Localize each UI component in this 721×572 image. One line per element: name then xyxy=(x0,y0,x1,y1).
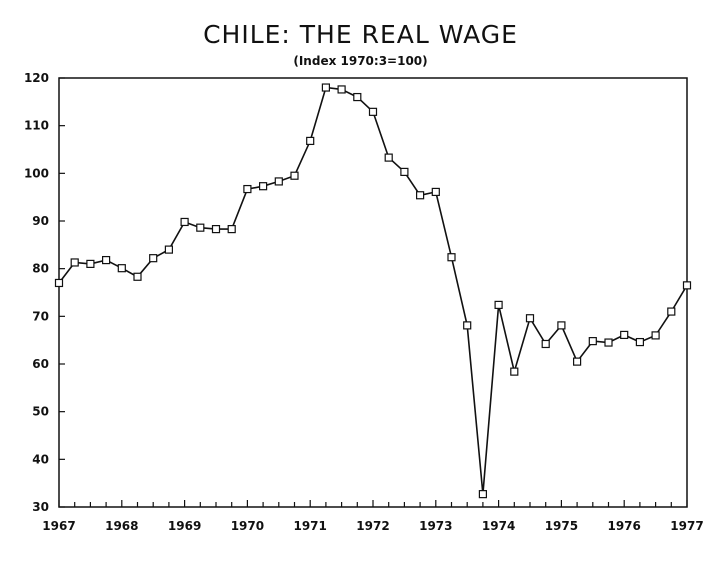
y-tick-label: 60 xyxy=(32,357,49,371)
data-point-marker xyxy=(620,330,629,340)
x-tick-label: 1967 xyxy=(42,519,75,533)
data-point-marker xyxy=(541,339,550,349)
y-tick-label: 40 xyxy=(32,452,49,466)
data-point-marker xyxy=(604,338,613,347)
x-tick-label: 1973 xyxy=(419,519,452,533)
x-axis-ticks xyxy=(58,500,688,507)
data-point-marker xyxy=(494,300,503,309)
data-point-marker xyxy=(290,171,299,180)
data-point-marker xyxy=(321,83,330,92)
data-point-marker xyxy=(211,225,221,234)
data-point-marker xyxy=(651,331,660,340)
data-point-marker xyxy=(86,259,95,268)
data-point-marker xyxy=(180,217,189,227)
data-point-marker xyxy=(510,367,519,376)
data-point-marker xyxy=(54,278,64,288)
data-point-marker xyxy=(682,281,692,290)
y-axis-ticks xyxy=(59,77,65,508)
data-point-marker xyxy=(259,182,268,191)
chart-title: CHILE: THE REAL WAGE xyxy=(203,20,518,49)
y-tick-label: 70 xyxy=(32,309,49,323)
data-point-marker xyxy=(400,167,409,177)
data-point-marker xyxy=(525,314,535,323)
real-wage-data-points xyxy=(54,83,692,499)
plot-area-frame xyxy=(58,77,688,508)
x-tick-label: 1974 xyxy=(482,519,515,533)
x-axis-tick-labels: 1967 1968 1969 1970 1971 1972 1973 1974 1975 1976… xyxy=(42,519,703,533)
data-point-marker xyxy=(70,258,79,267)
data-point-marker xyxy=(196,223,205,232)
x-tick-label: 1968 xyxy=(105,519,138,533)
data-point-marker xyxy=(306,136,315,146)
data-point-marker xyxy=(588,337,597,346)
data-point-marker xyxy=(667,307,676,316)
data-point-marker xyxy=(274,177,283,186)
y-tick-label: 30 xyxy=(32,500,49,514)
y-tick-label: 120 xyxy=(24,71,49,85)
data-point-marker xyxy=(243,184,252,194)
data-point-marker xyxy=(368,107,378,116)
data-point-marker xyxy=(337,85,346,94)
data-point-marker xyxy=(447,253,456,262)
real-wage-series-line xyxy=(58,86,688,495)
data-point-marker xyxy=(478,490,487,499)
x-tick-label: 1976 xyxy=(607,519,640,533)
data-point-marker xyxy=(101,255,111,265)
data-point-marker xyxy=(557,321,566,330)
data-point-marker xyxy=(164,245,173,254)
data-point-marker xyxy=(384,153,393,162)
x-tick-label: 1970 xyxy=(231,519,264,533)
y-tick-label: 110 xyxy=(24,119,49,133)
y-tick-label: 90 xyxy=(32,214,49,228)
x-tick-label: 1975 xyxy=(545,519,578,533)
data-point-marker xyxy=(416,191,425,200)
data-point-marker xyxy=(149,254,158,263)
data-point-marker xyxy=(572,357,582,366)
x-tick-label: 1977 xyxy=(670,519,703,533)
y-axis-tick-labels: 30 40 50 60 70 80 90 100 110 120 xyxy=(24,71,49,514)
y-tick-label: 80 xyxy=(32,262,49,276)
data-point-marker xyxy=(463,321,472,330)
data-point-marker xyxy=(353,92,362,102)
data-point-marker xyxy=(117,264,126,273)
data-point-marker xyxy=(635,337,645,347)
y-tick-label: 50 xyxy=(32,405,49,419)
chart-subtitle: (Index 1970:3=100) xyxy=(293,54,428,68)
x-tick-label: 1969 xyxy=(168,519,201,533)
x-tick-label: 1971 xyxy=(293,519,326,533)
data-point-marker xyxy=(227,225,236,234)
x-tick-label: 1972 xyxy=(356,519,389,533)
y-tick-label: 100 xyxy=(24,166,49,180)
data-point-marker xyxy=(431,187,440,197)
data-point-marker xyxy=(133,272,142,281)
